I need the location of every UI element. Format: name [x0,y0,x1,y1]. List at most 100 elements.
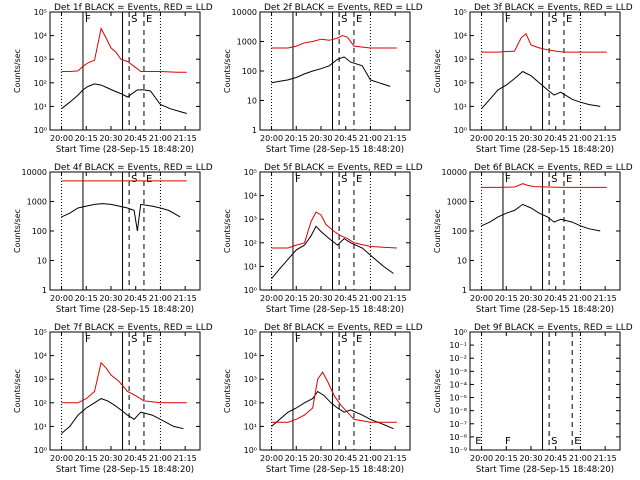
panel-5: Det 5f BLACK = Events, RED = LLD 10⁰ 10¹ 10… [223,163,423,315]
x-tick-label: 20:15 [285,454,308,463]
y-tick-label: 1 [462,286,467,295]
series-lld-line [271,34,397,49]
x-tick-label: 20:00 [260,134,283,143]
x-tick-label: 20:45 [334,454,357,463]
y-tick-label: 10⁴ [34,352,47,361]
x-axis-label: Start Time (28-Sep-15 18:48:20) [266,305,404,315]
plot-frame [469,11,621,131]
marker-label: E [566,14,572,25]
x-axis-label: Start Time (28-Sep-15 18:48:20) [266,145,404,155]
y-tick-label: 10⁰ [244,286,257,295]
y-tick-label: 10² [244,239,257,248]
x-tick-label: 20:45 [124,294,147,303]
y-axis-label: Counts/sec [433,49,442,93]
panel-title: Det 8f BLACK = Events, RED = LLD [264,323,423,333]
y-tick-label: 100 [242,67,257,76]
marker-label: S [341,174,347,185]
series-events-line [481,70,601,110]
x-tick-label: 20:30 [99,454,122,463]
x-tick-label: 20:00 [470,454,493,463]
marker-label: F [505,14,511,25]
x-tick-label: 20:45 [124,134,147,143]
panel-4: Det 4f BLACK = Events, RED = LLD 1 10 100 10… [13,163,213,315]
y-tick-label: 10⁵ [244,168,257,177]
y-tick-label: 1000 [237,38,257,47]
x-tick-label: 21:00 [569,134,592,143]
y-tick-label: 10 [247,97,257,106]
y-tick-label: 1 [252,126,257,135]
y-tick-label: 10 [457,257,467,266]
panel-title: Det 5f BLACK = Events, RED = LLD [264,163,423,173]
panel-6: Det 6f BLACK = Events, RED = LLD 1 10 100 10… [433,163,633,315]
x-tick-label: 21:15 [174,134,197,143]
x-tick-label: 20:15 [285,134,308,143]
x-tick-label: 20:15 [75,294,98,303]
x-tick-label: 21:15 [594,134,617,143]
series-lld-line [481,32,607,53]
marker-label: F [295,174,301,185]
panel-1: Det 1f BLACK = Events, RED = LLD 10⁰ 10¹ 10… [13,3,213,155]
x-tick-label: 20:45 [544,134,567,143]
y-tick-label: 10³ [244,375,257,384]
x-tick-label: 21:00 [359,134,382,143]
y-tick-label: 10³ [34,55,47,64]
y-tick-label: 10⁴ [454,32,467,41]
x-tick-label: 20:30 [309,294,332,303]
marker-label: F [505,174,511,185]
y-tick-label: 10000 [442,168,467,177]
y-tick-label: 10⁴ [244,192,257,201]
x-tick-label: 20:45 [544,454,567,463]
series-events-line [61,398,184,434]
x-tick-label: 20:00 [50,294,73,303]
y-axis-label: Counts/sec [433,369,442,413]
y-tick-label: 10¹ [454,102,467,111]
y-tick-label: 10⁻² [449,354,467,363]
x-tick-label: 21:00 [569,294,592,303]
x-tick-label: 21:00 [149,454,172,463]
x-tick-label: 20:45 [124,454,147,463]
x-tick-label: 21:00 [359,294,382,303]
marker-label: E [566,174,572,185]
marker-label: S [551,436,557,447]
series-lld-line [61,361,187,404]
y-tick-label: 10⁻⁴ [449,380,467,389]
y-axis-label: Counts/sec [13,369,22,413]
y-tick-label: 10⁴ [34,32,47,41]
x-axis-label: Start Time (28-Sep-15 18:48:20) [56,305,194,315]
y-tick-label: 1000 [447,198,467,207]
plot-frame [259,11,411,131]
marker-label: E [574,436,580,447]
panel-title: Det 3f BLACK = Events, RED = LLD [474,3,633,13]
x-tick-label: 20:00 [470,294,493,303]
y-tick-label: 1000 [27,198,47,207]
x-axis-label: Start Time (28-Sep-15 18:48:20) [56,465,194,475]
panel-title: Det 9f BLACK = Events, RED = LLD [474,323,633,333]
y-tick-label: 10⁰ [34,126,47,135]
y-tick-label: 10⁰ [244,446,257,455]
x-tick-label: 21:00 [359,454,382,463]
y-tick-label: 10 [37,257,47,266]
x-tick-label: 20:30 [519,134,542,143]
panel-9: Det 9f BLACK = Events, RED = LLD 10⁻⁹ 10⁻⁸… [433,323,633,475]
plot-frame [469,171,621,291]
y-tick-label: 10⁵ [454,8,467,17]
x-tick-label: 20:45 [334,294,357,303]
marker-label: F [85,14,91,25]
marker-label: S [131,334,137,345]
x-tick-label: 20:30 [519,454,542,463]
series-lld-line [61,27,187,73]
y-tick-label: 10⁻⁷ [449,420,467,429]
panel-title: Det 2f BLACK = Events, RED = LLD [264,3,423,13]
x-tick-label: 21:15 [174,294,197,303]
y-tick-label: 10⁴ [244,352,257,361]
marker-label: S [341,14,347,25]
y-tick-label: 10000 [22,168,47,177]
x-tick-label: 20:45 [334,134,357,143]
series-lld-line [481,183,607,188]
y-tick-label: 10¹ [34,422,47,431]
series-events-line [481,203,601,232]
y-tick-label: 10⁰ [454,328,467,337]
y-tick-label: 10³ [244,215,257,224]
y-axis-label: Counts/sec [223,209,232,253]
